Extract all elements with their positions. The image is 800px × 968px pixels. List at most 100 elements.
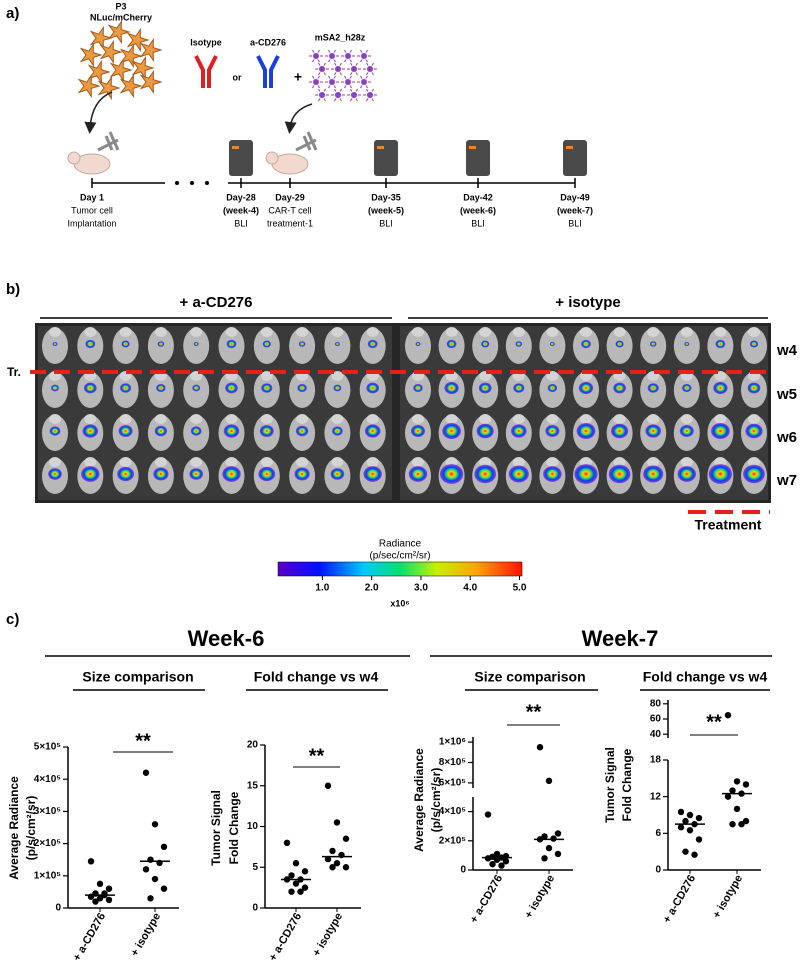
bli-signal — [49, 426, 61, 436]
data-point — [545, 844, 553, 852]
car-particle-icon — [334, 98, 337, 102]
car-particle-icon — [317, 59, 320, 63]
row-label: w4 — [776, 342, 798, 359]
bli-signal — [408, 466, 428, 482]
timeline-day: Day 1 — [80, 192, 104, 202]
data-point — [292, 859, 300, 867]
bli-signal — [363, 466, 382, 482]
mouse-image — [119, 414, 132, 424]
bli-signal — [574, 464, 598, 484]
bli-signal — [153, 467, 169, 481]
bli-signal — [51, 384, 59, 392]
bli-signal — [83, 382, 97, 394]
car-particle-icon — [319, 92, 325, 98]
car-particle-icon — [355, 72, 358, 76]
car-particle-icon — [367, 66, 373, 72]
timeline-day: Day-29 — [275, 192, 305, 202]
y-tick-label: 80 — [650, 698, 662, 709]
car-particle-icon — [339, 62, 342, 66]
car-particle-icon — [323, 62, 326, 66]
imager-icon — [374, 140, 398, 176]
car-particle-icon — [317, 85, 320, 89]
car-particle-icon — [349, 59, 352, 63]
bli-signal — [711, 423, 730, 439]
bli-signal — [118, 425, 133, 437]
data-point — [729, 820, 736, 828]
bli-signal — [749, 340, 759, 348]
tumor-cell-icon — [119, 43, 143, 69]
data-point — [686, 811, 694, 819]
data-point — [297, 888, 304, 895]
data-point — [677, 824, 685, 831]
car-particle-icon — [318, 62, 321, 66]
mouse-image — [225, 457, 238, 467]
mouse-image — [613, 414, 626, 424]
bli-signal — [156, 383, 166, 393]
panel-label: b) — [6, 281, 20, 298]
x-tick-label: + isotype — [129, 911, 163, 959]
y-axis-label: (p/s/cm²/sr) — [24, 796, 38, 861]
bli-signal — [189, 468, 204, 480]
mouse-image — [445, 327, 458, 337]
car-particle-icon — [339, 72, 342, 76]
mouse-image — [546, 414, 559, 424]
timeline-note: Implantation — [67, 218, 116, 228]
data-point — [292, 880, 300, 887]
imager-icon — [377, 146, 384, 149]
bli-signal — [478, 382, 492, 394]
bli-signal — [411, 425, 425, 437]
bli-signal — [297, 383, 307, 393]
mouse-image — [154, 414, 167, 424]
row-label: w5 — [776, 386, 797, 403]
mouse-image — [260, 414, 273, 424]
car-particle-icon — [333, 75, 336, 79]
car-particle-icon — [360, 75, 363, 79]
y-tick-label: 18 — [650, 755, 662, 766]
y-tick-label: 0 — [55, 903, 61, 914]
reagent-label: Isotype — [190, 37, 222, 47]
car-particle-icon — [312, 49, 315, 53]
data-point — [695, 814, 703, 822]
y-tick-label: 8×10⁵ — [439, 757, 467, 768]
data-point — [160, 843, 168, 851]
car-particle-icon — [335, 92, 341, 98]
car-particle-icon — [371, 72, 374, 76]
mouse-image — [445, 414, 458, 424]
data-point — [105, 896, 113, 904]
timeline-note: (week-4) — [223, 205, 259, 215]
car-particle-icon — [355, 98, 358, 102]
mouse-image — [331, 457, 344, 467]
treatment-marker: Tr. — [7, 365, 21, 379]
bli-signal — [366, 382, 380, 394]
y-tick-label: 0 — [655, 865, 661, 876]
data-point — [729, 787, 736, 794]
mouse-image — [613, 457, 626, 467]
x-tick-label: + a-CD276 — [267, 911, 304, 963]
mouse-image — [613, 327, 626, 337]
y-tick-label: 15 — [247, 780, 259, 791]
bli-signal — [192, 384, 201, 392]
car-particle-icon — [365, 85, 368, 89]
imager-icon — [563, 140, 587, 176]
data-point — [498, 862, 505, 869]
colorbar-title: Radiance — [379, 539, 422, 550]
data-point — [724, 793, 732, 800]
bli-signal — [708, 464, 733, 484]
car-particle-icon — [344, 85, 347, 89]
y-tick-label: 3×10⁵ — [34, 806, 62, 817]
timeline-note: BLI — [568, 218, 582, 228]
data-point — [160, 885, 168, 892]
data-point — [105, 885, 113, 892]
car-particle-icon — [350, 72, 353, 76]
tumor-cell-icon — [131, 55, 155, 81]
syringe-icon — [97, 131, 120, 152]
data-point — [96, 880, 104, 888]
bli-signal — [294, 467, 310, 481]
car-particle-icon — [345, 79, 351, 85]
mouse-image — [84, 327, 97, 337]
mouse-image — [680, 414, 693, 424]
tumor-cell-icon — [79, 42, 103, 68]
bli-signal — [48, 468, 62, 480]
data-point — [283, 839, 291, 846]
